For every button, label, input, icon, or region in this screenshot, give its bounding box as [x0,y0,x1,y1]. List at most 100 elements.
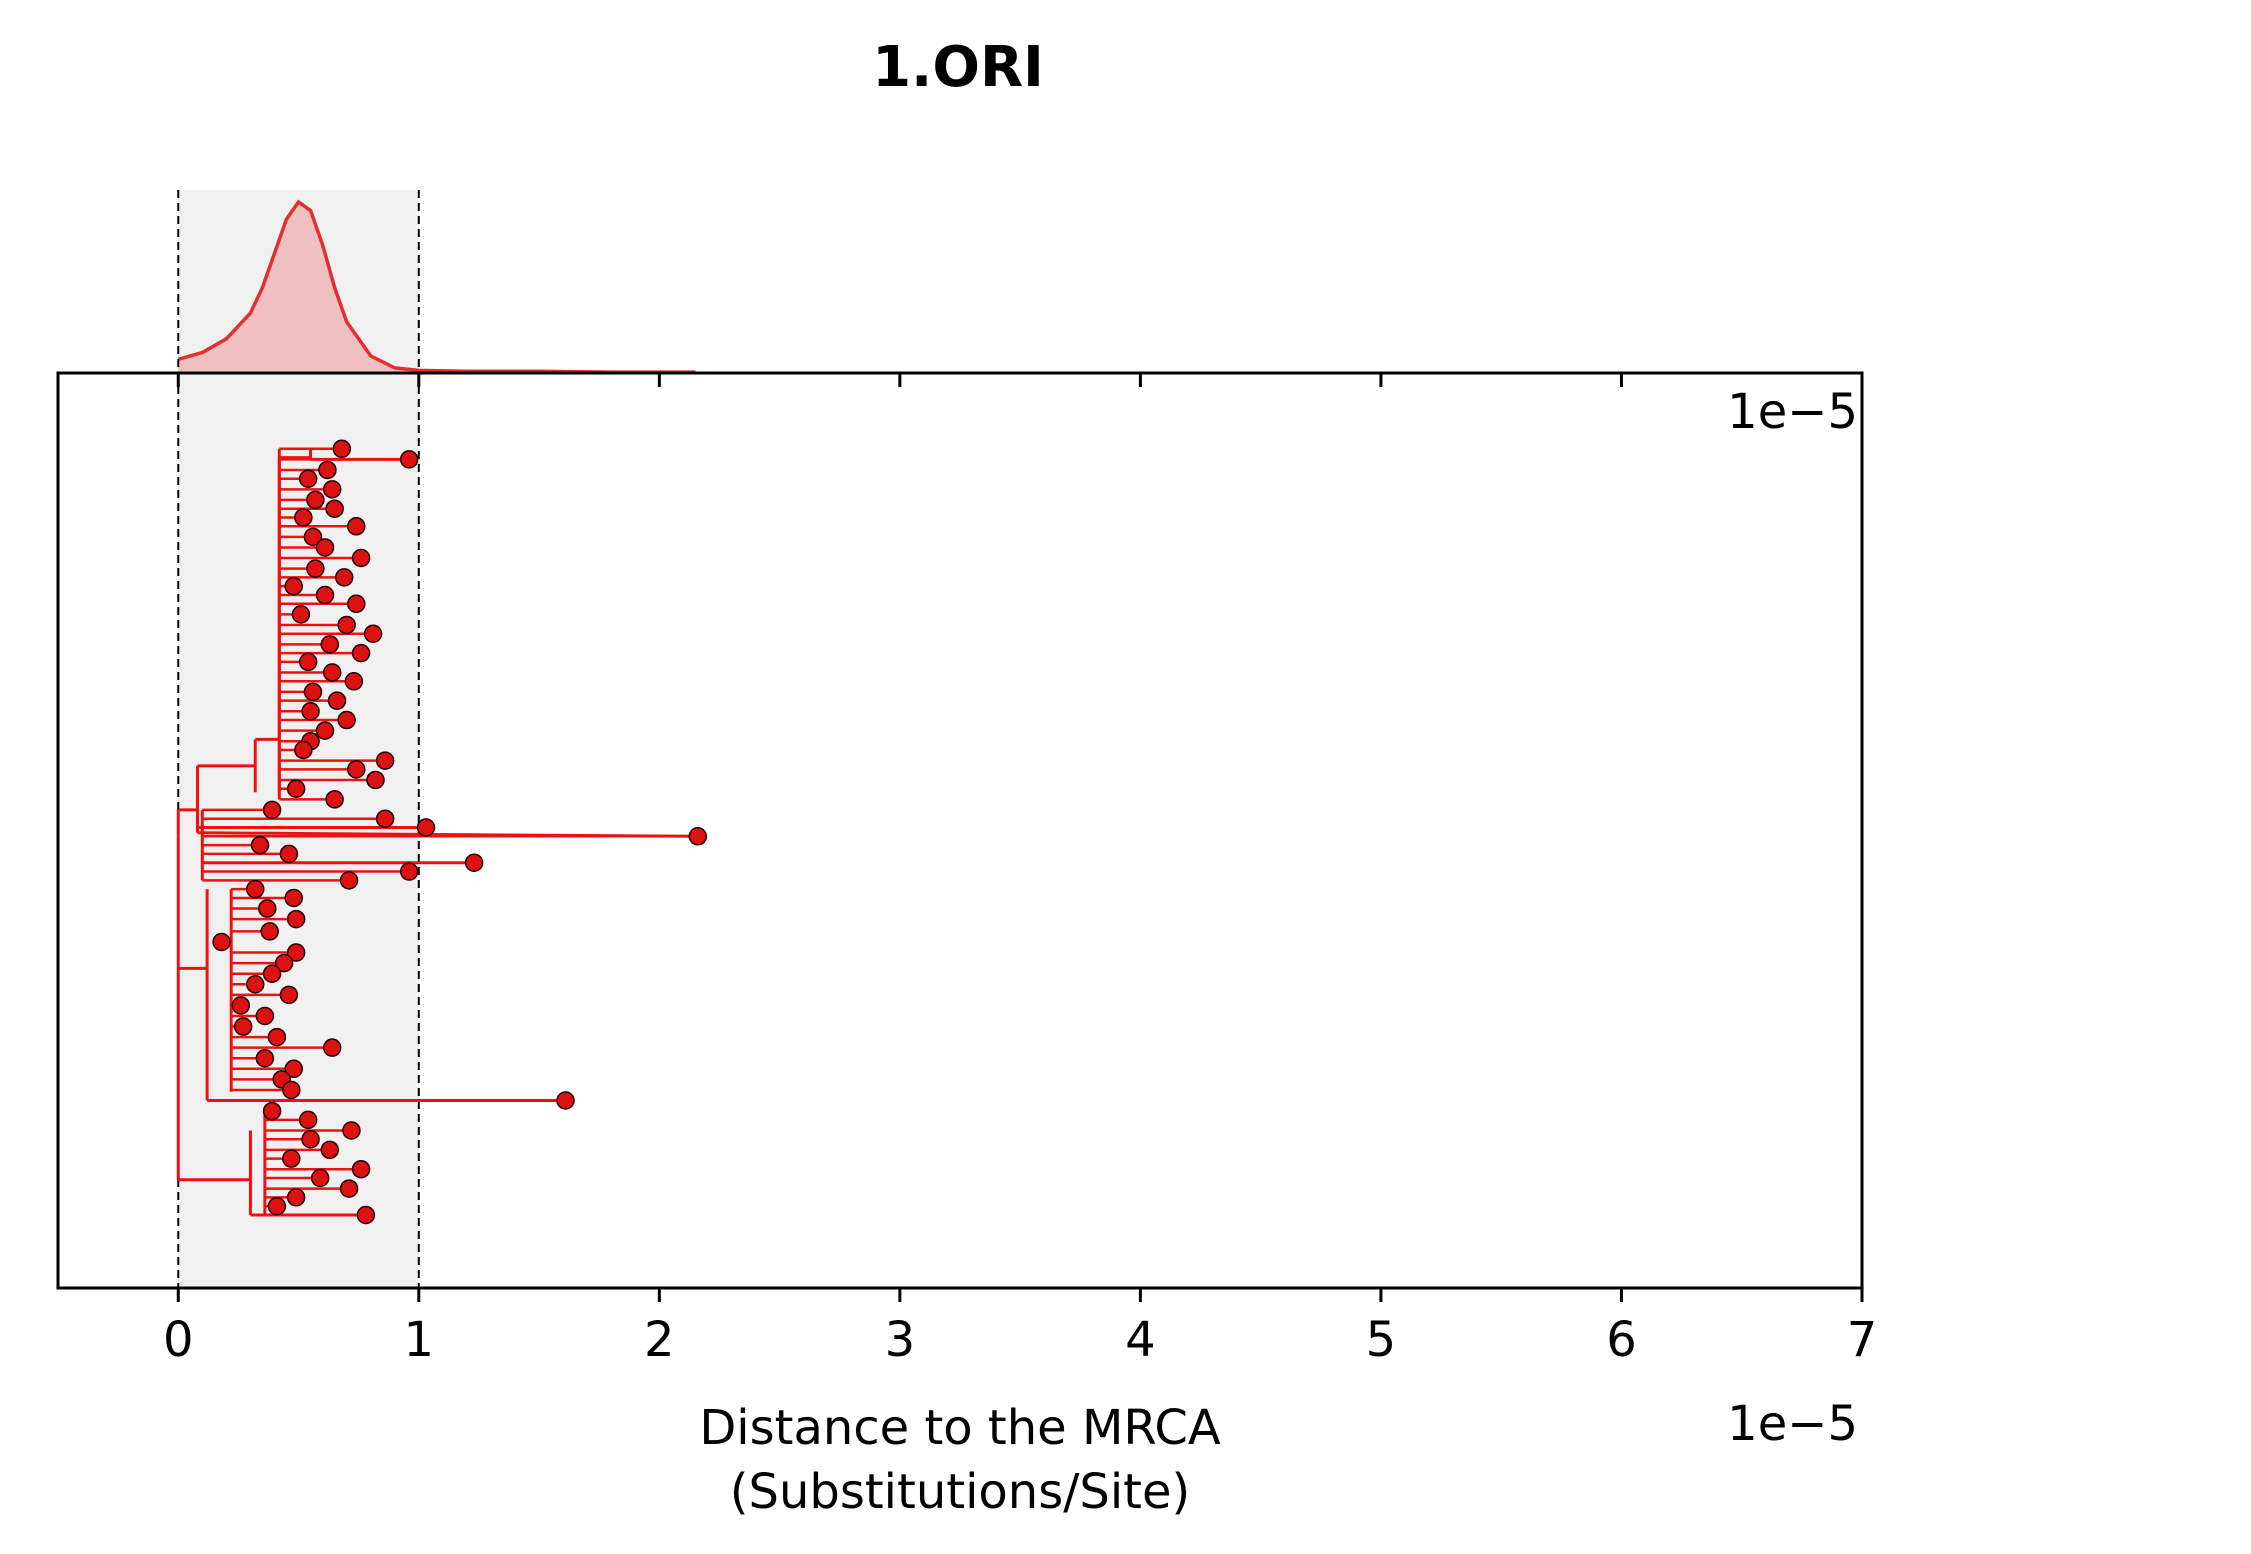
tree-branches [176,447,698,1217]
x-tick-label-7: 7 [1847,1312,1878,1368]
tip-69 [342,1121,361,1140]
tip-40 [688,827,708,846]
tip-0 [332,439,352,459]
tip-31 [294,740,313,760]
tip-55 [245,975,265,994]
tip-13 [334,568,354,587]
density-line [177,199,696,374]
tip-7 [294,508,313,527]
tip-68 [298,1110,318,1130]
tip-56 [279,985,299,1005]
tip-32 [375,751,395,770]
tip-63 [284,1059,303,1079]
plot-frame [56,371,1864,1290]
tip-23 [322,663,342,682]
tip-33 [347,760,366,779]
tip-1 [399,450,419,469]
tip-46 [245,879,265,899]
tip-15 [315,585,335,605]
tip-14 [284,576,303,596]
density-panel [177,190,696,374]
tip-38 [375,809,395,828]
tip-19 [363,624,383,643]
tip-61 [322,1038,342,1057]
tip-10 [315,538,335,557]
tip-2 [318,460,337,480]
tip-65 [282,1080,301,1100]
tip-36 [325,790,344,809]
tip-48 [258,899,277,918]
tip-41 [250,835,270,855]
tip-11 [351,548,371,568]
x-tick-label-0: 0 [163,1312,194,1368]
tip-18 [337,615,356,635]
x-tick-label-5: 5 [1366,1312,1397,1368]
tip-54 [262,964,282,983]
tip-59 [233,1017,253,1036]
density-fill [178,202,696,373]
chart-title: 1.ORI [872,35,1044,100]
tip-67 [262,1101,282,1121]
x-scale-label: 1e−5 [1727,1396,1858,1452]
tip-51 [212,932,231,952]
tip-16 [347,594,366,614]
tip-43 [464,853,484,872]
tip-42 [279,844,299,864]
tip-12 [306,559,325,578]
tip-17 [291,605,311,624]
tip-4 [322,480,342,499]
tip-34 [366,770,385,790]
x-axis-ticks: 0 1 2 3 4 5 6 7 [163,1288,1877,1368]
tip-47 [284,888,303,908]
x-tick-label-4: 4 [1125,1312,1156,1368]
tip-6 [325,499,344,518]
top-ticks [176,373,1864,387]
tip-58 [255,1006,275,1026]
x-axis-label-units: (Substitutions/Site) [730,1464,1191,1520]
tip-27 [301,702,320,721]
tip-72 [282,1149,301,1168]
x-tick-label-6: 6 [1606,1312,1637,1368]
tip-39 [416,818,436,837]
tip-49 [286,909,306,929]
tip-22 [298,652,318,672]
tip-78 [356,1205,376,1225]
top-scale-label: 1e−5 [1727,384,1858,440]
tip-26 [327,691,347,710]
tip-60 [267,1027,287,1047]
x-tick-label-3: 3 [885,1312,916,1368]
tip-50 [260,922,279,941]
x-axis-label: Distance to the MRCA [699,1400,1221,1456]
tip-9 [303,527,323,547]
tip-25 [303,682,323,702]
x-tick-label-1: 1 [404,1312,435,1368]
tip-77 [267,1196,287,1216]
tree-tips [212,439,708,1225]
tip-62 [255,1048,275,1068]
tip-76 [286,1188,306,1207]
tip-35 [286,779,306,798]
tip-66 [556,1091,575,1110]
tip-3 [298,469,318,488]
tip-5 [306,490,325,510]
tip-71 [320,1140,340,1160]
tip-75 [339,1179,359,1198]
tip-24 [344,672,364,691]
tip-53 [274,953,294,973]
tip-20 [320,635,340,654]
tip-45 [339,871,359,890]
tip-37 [262,800,282,820]
tip-8 [347,517,366,536]
tip-29 [315,721,335,740]
x-tick-label-2: 2 [644,1312,675,1368]
tip-74 [310,1168,330,1188]
tip-28 [337,710,356,730]
tip-70 [301,1130,320,1149]
tip-44 [399,862,419,881]
tip-57 [231,996,251,1015]
tip-73 [351,1159,371,1179]
tip-21 [351,643,371,663]
tip-52 [286,943,306,962]
